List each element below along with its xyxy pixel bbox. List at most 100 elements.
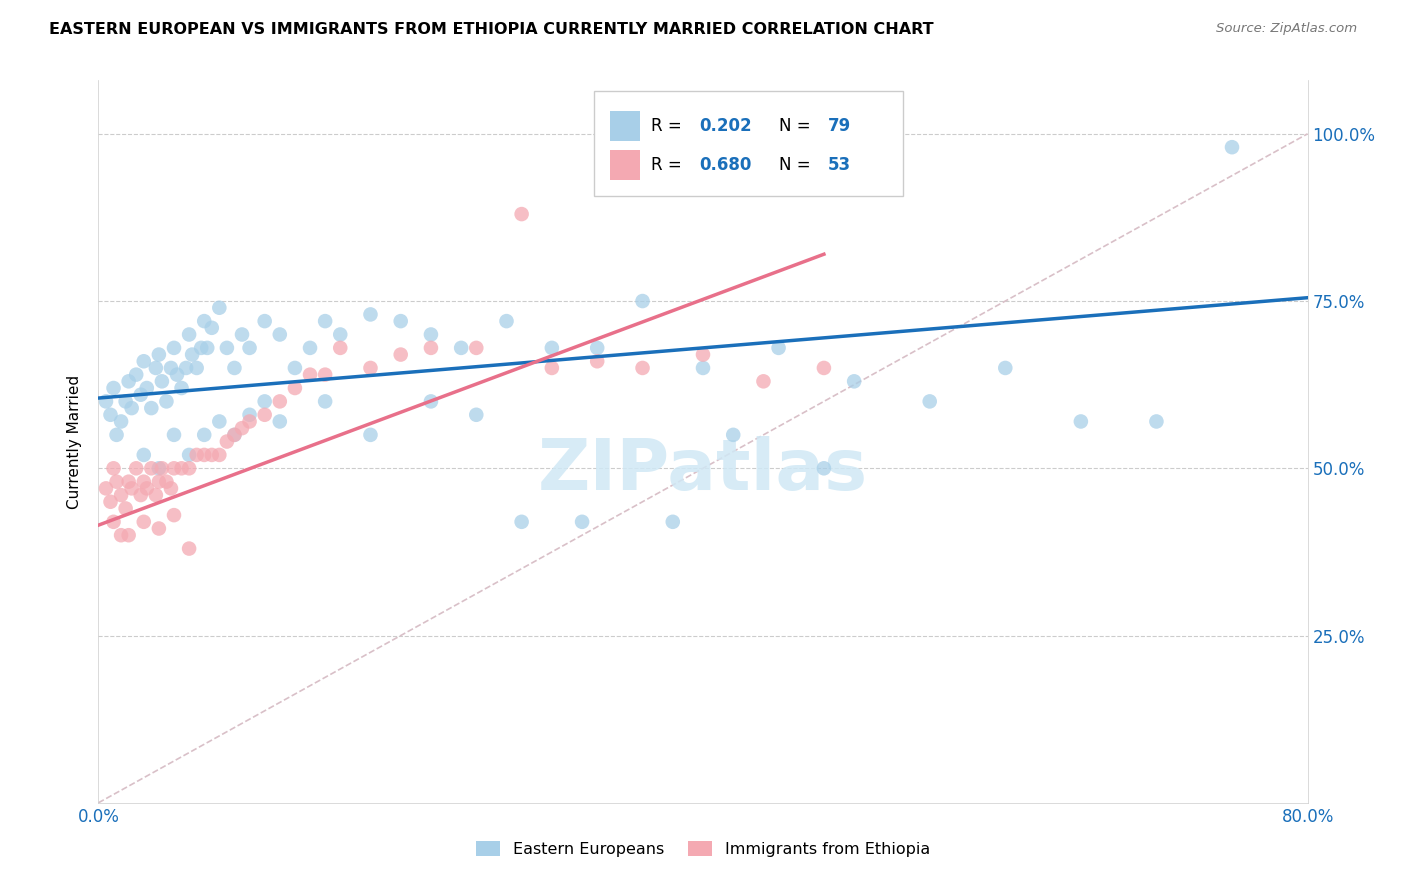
Point xyxy=(125,461,148,475)
Point xyxy=(918,394,941,409)
Point xyxy=(132,515,155,529)
Point xyxy=(163,427,186,442)
Point xyxy=(145,361,167,376)
Point xyxy=(495,314,517,328)
Point xyxy=(510,207,533,221)
Point xyxy=(284,361,307,376)
Point xyxy=(118,375,141,389)
Point xyxy=(208,448,231,462)
Point xyxy=(208,414,231,429)
Point xyxy=(179,448,201,462)
Point xyxy=(201,321,224,335)
Point xyxy=(768,341,790,355)
Point xyxy=(190,341,212,355)
Point xyxy=(110,528,132,542)
Bar xyxy=(610,151,640,179)
Point xyxy=(389,348,412,362)
Point xyxy=(150,461,173,475)
Point xyxy=(224,361,246,376)
Point xyxy=(105,427,128,442)
Point xyxy=(389,314,412,328)
Point xyxy=(420,327,443,342)
Point xyxy=(284,381,307,395)
Point xyxy=(239,341,262,355)
Point xyxy=(110,414,132,429)
Text: 79: 79 xyxy=(828,117,851,135)
Point xyxy=(723,427,745,442)
Text: R =: R = xyxy=(651,117,688,135)
Point xyxy=(329,341,352,355)
Point xyxy=(160,482,183,496)
Point xyxy=(224,427,246,442)
Point xyxy=(186,361,208,376)
Point xyxy=(269,394,291,409)
Point xyxy=(299,341,322,355)
Point xyxy=(110,488,132,502)
Text: 53: 53 xyxy=(828,156,851,174)
Point xyxy=(510,515,533,529)
Point xyxy=(465,341,488,355)
Point xyxy=(692,361,714,376)
Point xyxy=(135,381,157,395)
Point xyxy=(420,394,443,409)
Point xyxy=(224,427,246,442)
Point xyxy=(571,515,593,529)
Point xyxy=(631,361,654,376)
Point xyxy=(121,482,143,496)
Point xyxy=(148,521,170,535)
Point xyxy=(450,341,472,355)
Point xyxy=(100,408,122,422)
Point xyxy=(193,314,215,328)
Point xyxy=(994,361,1017,376)
Point xyxy=(314,368,336,382)
Point xyxy=(105,475,128,489)
Point xyxy=(155,475,177,489)
Point xyxy=(420,341,443,355)
Point xyxy=(269,414,291,429)
Point xyxy=(103,461,125,475)
Point xyxy=(360,427,382,442)
Point xyxy=(360,361,382,376)
Point xyxy=(661,515,683,529)
Point xyxy=(631,294,654,309)
Point xyxy=(166,368,188,382)
Point xyxy=(1144,414,1167,429)
Point xyxy=(155,394,177,409)
Point xyxy=(752,375,775,389)
Point xyxy=(94,394,117,409)
Point xyxy=(179,327,201,342)
Point xyxy=(148,348,170,362)
Point xyxy=(215,341,238,355)
Point xyxy=(215,434,238,449)
Point xyxy=(193,448,215,462)
Point xyxy=(253,394,276,409)
Point xyxy=(586,341,609,355)
Point xyxy=(129,387,152,401)
Point xyxy=(253,314,276,328)
Point xyxy=(179,461,201,475)
Point xyxy=(1070,414,1092,429)
FancyBboxPatch shape xyxy=(595,91,903,196)
Point xyxy=(94,482,117,496)
Point xyxy=(132,354,155,368)
Point xyxy=(129,488,152,502)
Point xyxy=(170,461,193,475)
Point xyxy=(181,348,204,362)
Point xyxy=(141,461,163,475)
Point xyxy=(540,341,562,355)
Point xyxy=(201,448,224,462)
Point xyxy=(174,361,197,376)
Point xyxy=(148,461,170,475)
Point xyxy=(114,394,136,409)
Y-axis label: Currently Married: Currently Married xyxy=(66,375,82,508)
Point xyxy=(121,401,143,416)
Text: Source: ZipAtlas.com: Source: ZipAtlas.com xyxy=(1216,22,1357,36)
Point xyxy=(314,394,336,409)
Point xyxy=(103,381,125,395)
Point xyxy=(239,414,262,429)
Point xyxy=(179,541,201,556)
Point xyxy=(193,427,215,442)
Text: 0.680: 0.680 xyxy=(699,156,752,174)
Point xyxy=(692,348,714,362)
Point xyxy=(314,314,336,328)
